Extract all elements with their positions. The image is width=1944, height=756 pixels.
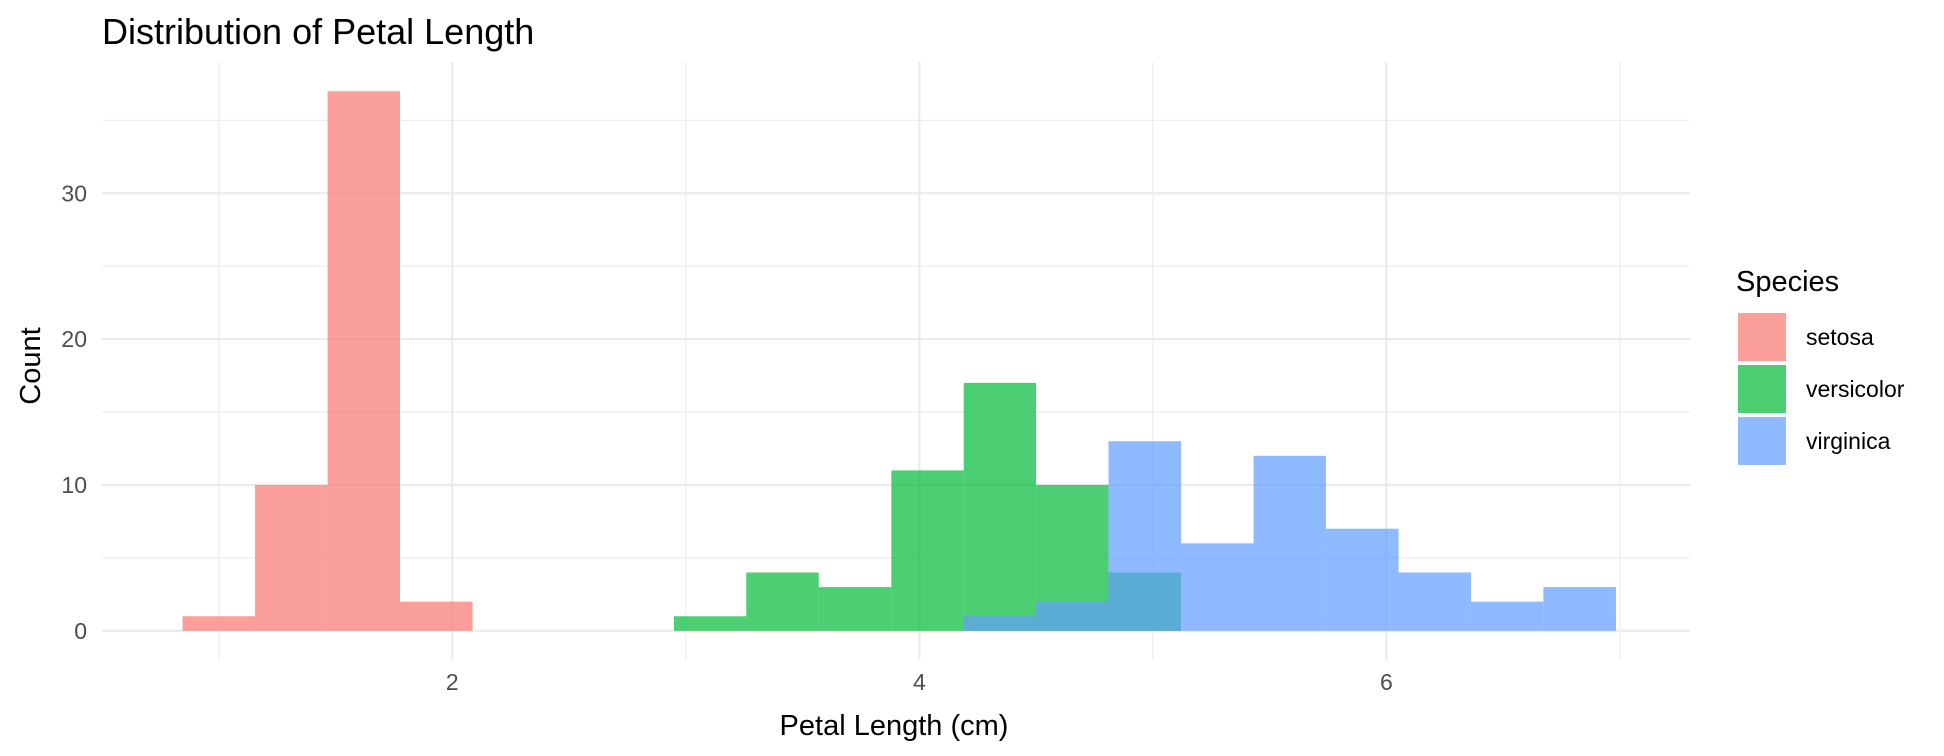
series-virginica	[963, 441, 1616, 631]
x-axis-title: Petal Length (cm)	[780, 710, 1009, 742]
y-tick-label: 0	[74, 618, 87, 644]
bar-versicolor	[746, 572, 819, 631]
legend-swatch	[1738, 417, 1786, 465]
chart-title: Distribution of Petal Length	[102, 11, 534, 52]
legend-items: setosa versicolor virginica	[1738, 313, 1905, 465]
legend-label: virginica	[1806, 428, 1891, 454]
bar-virginica	[1543, 587, 1616, 631]
legend-item-versicolor: versicolor	[1738, 365, 1905, 413]
x-axis-ticks: 2 4 6	[446, 669, 1393, 695]
bar-virginica	[1036, 601, 1109, 631]
bar-virginica	[1470, 601, 1544, 631]
bar-versicolor	[673, 616, 747, 631]
bar-versicolor	[891, 470, 964, 631]
bar-setosa	[254, 484, 328, 631]
legend-item-setosa: setosa	[1738, 313, 1874, 361]
y-axis-ticks: 0 10 20 30	[61, 180, 87, 644]
legend-item-virginica: virginica	[1738, 417, 1891, 465]
y-tick-label: 30	[61, 180, 87, 206]
y-axis-title: Count	[15, 327, 47, 404]
legend: Species setosa versicolor virginica	[1736, 266, 1905, 465]
bar-virginica	[1398, 572, 1471, 631]
bar-virginica	[1181, 543, 1254, 631]
x-tick-label: 2	[446, 669, 459, 695]
series-versicolor	[673, 382, 1182, 631]
bar-setosa	[182, 616, 255, 631]
bar-virginica	[1325, 528, 1399, 631]
legend-title: Species	[1736, 266, 1839, 298]
legend-label: versicolor	[1806, 376, 1905, 402]
bar-setosa	[399, 601, 473, 631]
bar-virginica	[963, 616, 1037, 631]
bar-virginica	[1108, 441, 1182, 631]
legend-swatch	[1738, 313, 1786, 361]
bar-versicolor	[818, 587, 892, 631]
y-tick-label: 20	[61, 326, 87, 352]
y-tick-label: 10	[61, 472, 87, 498]
legend-label: setosa	[1806, 324, 1874, 350]
series-setosa	[182, 91, 473, 631]
x-tick-label: 6	[1380, 669, 1393, 695]
bars	[182, 91, 1616, 631]
legend-swatch	[1738, 365, 1786, 413]
bar-virginica	[1253, 455, 1326, 631]
bar-setosa	[327, 91, 400, 631]
x-tick-label: 4	[913, 669, 926, 695]
bar-versicolor	[963, 382, 1037, 631]
